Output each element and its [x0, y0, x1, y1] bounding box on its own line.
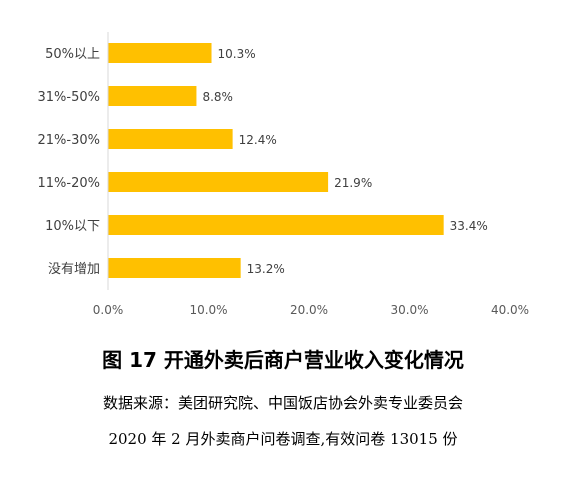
data-label: 13.2% — [247, 262, 285, 276]
category-label: 10%以下 — [45, 219, 100, 234]
category-label: 11%-20% — [38, 176, 100, 191]
source-note-line-2: 2020 年 2 月外卖商户问卷调查,有效问卷 13015 份 — [108, 430, 458, 448]
bar — [108, 129, 233, 149]
bar — [108, 86, 197, 106]
x-tick-label: 30.0% — [390, 303, 428, 317]
category-label: 31%-50% — [38, 90, 100, 105]
data-label: 12.4% — [239, 133, 277, 147]
data-label: 10.3% — [218, 47, 256, 61]
source-note-line-1: 数据来源：美团研究院、中国饭店协会外卖专业委员会 — [102, 394, 463, 412]
x-tick-label: 20.0% — [290, 303, 328, 317]
category-label: 没有增加 — [48, 262, 100, 277]
bar — [108, 172, 329, 192]
data-label: 33.4% — [450, 219, 488, 233]
x-tick-label: 0.0% — [93, 303, 124, 317]
figure-title: 图 17 开通外卖后商户营业收入变化情况 — [102, 348, 464, 372]
data-label: 8.8% — [202, 90, 233, 104]
bar — [108, 43, 212, 63]
data-label: 21.9% — [334, 176, 372, 190]
bar — [108, 215, 444, 235]
bar — [108, 258, 241, 278]
category-label: 21%-30% — [38, 133, 100, 148]
x-tick-label: 10.0% — [189, 303, 227, 317]
category-label: 50%以上 — [45, 47, 100, 62]
x-tick-label: 40.0% — [491, 303, 529, 317]
